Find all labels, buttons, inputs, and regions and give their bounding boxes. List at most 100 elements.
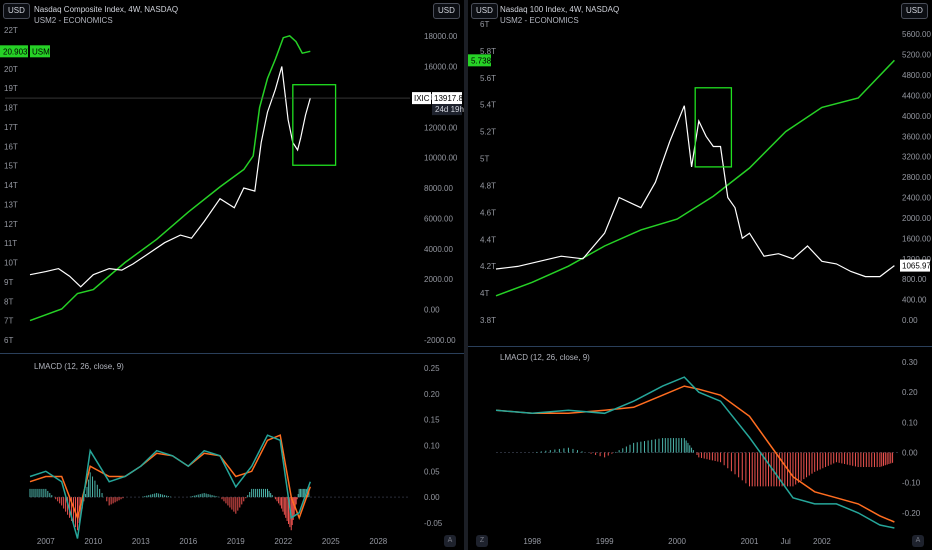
left-axis-tick: 10T [4, 259, 18, 268]
x-axis-tick: 2025 [322, 537, 340, 546]
m2-label-badge [30, 45, 50, 58]
highlight-box [292, 84, 337, 166]
left-axis-tick: 6T [480, 20, 489, 29]
left-auto-scale-button[interactable]: A [444, 535, 456, 547]
left-axis-tick: 16T [4, 142, 18, 151]
left-axis-tick: 9T [4, 278, 13, 287]
right-axis-tick: 4800.00 [902, 71, 931, 80]
left-axis-tick: 18T [4, 104, 18, 113]
right-chart-pane[interactable]: USD USD Nasdaq 100 Index, 4W, NASDAQ USM… [468, 0, 932, 550]
x-axis-tick: 2016 [179, 537, 197, 546]
left-axis-tick: 14T [4, 181, 18, 190]
x-axis-tick: 2019 [227, 537, 245, 546]
right-axis-tick: 1200.00 [902, 255, 931, 264]
right-auto-scale-button[interactable]: A [912, 535, 924, 547]
price-line [29, 66, 311, 288]
left-pane-divider[interactable] [0, 353, 464, 354]
indicator-axis-tick: 0.30 [902, 358, 918, 367]
left-axis-tick: 5.6T [480, 74, 496, 83]
right-axis-tick: 4400.00 [902, 91, 931, 100]
right-currency-button[interactable]: USD [471, 3, 498, 19]
right-axis-tick: 2000.00 [424, 275, 453, 284]
m2-value-badge [0, 45, 28, 58]
right-axis-tick: 12000.00 [424, 123, 458, 132]
left-axis-tick: 11T [4, 239, 17, 248]
symbol-tag [412, 92, 431, 105]
right-axis-tick: -2000.00 [424, 336, 456, 345]
right-axis-tick: 3200.00 [902, 153, 931, 162]
left-axis-tick: 8T [4, 297, 13, 306]
countdown-text: 24d 19h [435, 105, 464, 114]
highlight-box [694, 87, 733, 168]
right-chart-canvas[interactable]: 6T 5.8T 5.6T 5.4T 5.2T 5T 4.8T 4.6T 4.4T 4.2T 4T 3.… [468, 0, 932, 550]
pane-splitter[interactable] [464, 0, 468, 550]
x-axis-tick: 2000 [668, 537, 686, 546]
m2-line [29, 34, 311, 322]
signal-line [29, 434, 312, 521]
macd-line [29, 434, 312, 539]
right-axis-tick: 2400.00 [902, 194, 931, 203]
right-pane-divider[interactable] [468, 346, 932, 347]
left-axis-tick: 4.2T [480, 262, 496, 271]
left-axis-tick: 17T [4, 123, 18, 132]
x-axis-tick: 2010 [84, 537, 102, 546]
macd-line [495, 376, 895, 529]
right-chart-title: Nasdaq 100 Index, 4W, NASDAQ [500, 5, 620, 14]
left-right-currency-button[interactable]: USD [433, 3, 460, 19]
indicator-axis-tick: 0.10 [902, 418, 918, 427]
left-axis-tick: 5T [480, 155, 489, 164]
right-axis-tick: 2000.00 [902, 214, 931, 223]
left-axis-tick: 5.8T [480, 47, 496, 56]
left-axis-tick: 5.2T [480, 128, 496, 137]
left-chart-title: Nasdaq Composite Index, 4W, NASDAQ [34, 5, 179, 14]
left-currency-button[interactable]: USD [3, 3, 30, 19]
right-axis-tick: 0.00 [902, 316, 918, 325]
x-axis-tick: 2007 [37, 537, 55, 546]
indicator-axis-tick: -0.10 [902, 479, 921, 488]
right-axis-tick: 3600.00 [902, 132, 931, 141]
right-axis-tick: 18000.00 [424, 32, 458, 41]
right-chart-subtitle: USM2 - ECONOMICS [500, 16, 579, 25]
indicator-axis-tick: 0.25 [424, 364, 440, 373]
right-right-currency-button[interactable]: USD [901, 3, 928, 19]
left-axis-tick: 12T [4, 220, 18, 229]
indicator-axis-tick: 0.00 [902, 449, 918, 458]
price-line [495, 105, 895, 278]
x-axis-tick: 2013 [132, 537, 150, 546]
m2-line [495, 59, 895, 297]
left-axis-tick: 6T [4, 336, 13, 345]
left-axis-tick: 4T [480, 289, 489, 298]
price-tag-value: 13917.89 [434, 94, 468, 103]
left-axis-tick: 4.4T [480, 235, 496, 244]
indicator-axis-tick: 0.00 [424, 493, 440, 502]
left-axis-tick: 4.8T [480, 181, 496, 190]
right-axis-tick: 5200.00 [902, 51, 931, 60]
right-axis-tick: 4000.00 [902, 112, 931, 121]
x-axis-tick: 2001 [741, 537, 759, 546]
right-indicator-label: LMACD (12, 26, close, 9) [500, 353, 590, 362]
countdown-tag [432, 104, 462, 116]
left-axis-tick: 15T [4, 162, 18, 171]
left-indicator-label: LMACD (12, 26, close, 9) [34, 362, 124, 371]
right-axis-tick: 2800.00 [902, 173, 931, 182]
left-axis-tick: 5.4T [480, 101, 496, 110]
left-chart-canvas[interactable]: 22T21T20T19T18T17T16T15T14T13T12T11T10T9… [0, 0, 468, 550]
symbol-tag-text: IXIC [414, 94, 430, 103]
x-axis-tick: 1998 [523, 537, 541, 546]
right-axis-tick: 6000.00 [424, 214, 453, 223]
left-axis-tick: 13T [4, 200, 18, 209]
right-axis-tick: 8000.00 [424, 184, 453, 193]
m2-value-badge [468, 54, 491, 67]
right-axis-tick: 0.00 [424, 306, 440, 315]
indicator-axis-tick: -0.05 [424, 519, 443, 528]
left-chart-pane[interactable]: USD USD Nasdaq Composite Index, 4W, NASD… [0, 0, 468, 550]
left-axis-tick: 20T [4, 65, 18, 74]
right-zoom-button[interactable]: Z [476, 535, 488, 547]
x-axis-tick: 1999 [596, 537, 614, 546]
right-axis-tick: 1600.00 [902, 234, 931, 243]
indicator-axis-tick: 0.20 [424, 390, 440, 399]
indicator-axis-tick: -0.20 [902, 509, 921, 518]
left-axis-tick: 19T [4, 84, 18, 93]
indicator-axis-tick: 0.20 [902, 388, 918, 397]
right-axis-tick: 10000.00 [424, 154, 458, 163]
